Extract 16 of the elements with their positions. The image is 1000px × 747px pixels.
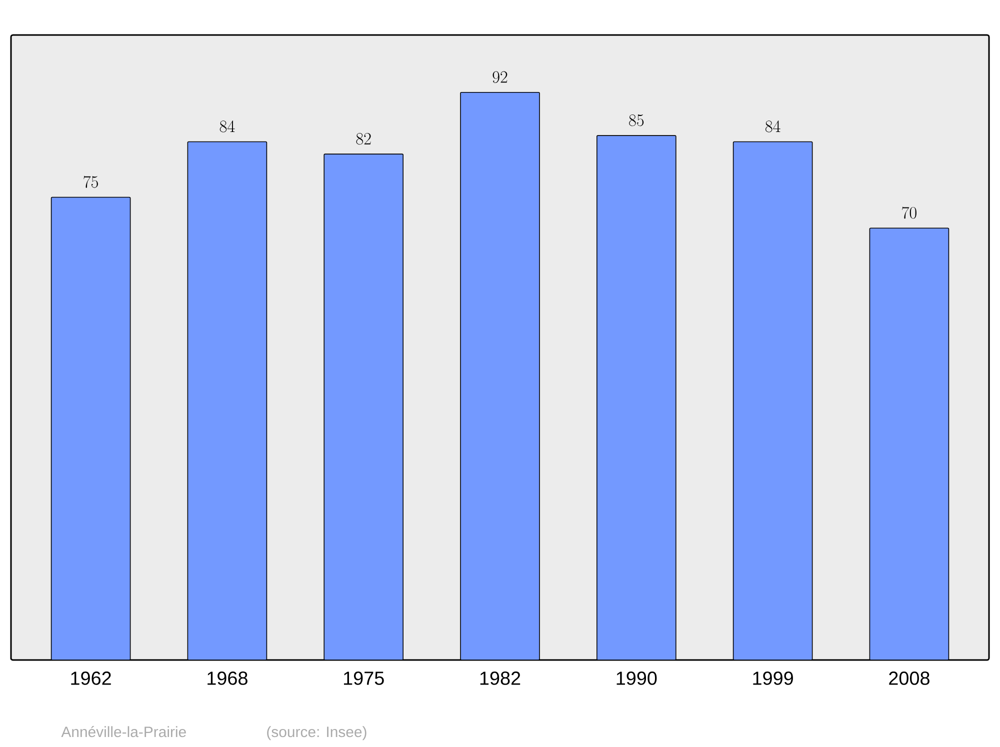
x-tick-label: 1968 [208, 672, 248, 685]
x-tick-label: 1990 [616, 672, 657, 685]
data-label: 75 [84, 176, 98, 188]
x-tick-label: 1962 [71, 672, 111, 685]
data-label: 70 [902, 206, 916, 219]
data-label: 82 [356, 132, 371, 145]
data-label: 92 [492, 71, 508, 83]
data-label: 85 [629, 114, 644, 126]
data-label: 84 [220, 120, 235, 132]
x-tick-label: 1999 [753, 672, 793, 685]
x-tick-label: 1982 [480, 672, 520, 685]
x-tick-label: 1975 [344, 672, 384, 685]
x-tick-label: 2008 [889, 672, 930, 685]
text: (source: Insee) [267, 726, 366, 740]
text: Annéville-la-Prairie [61, 726, 186, 738]
data-label: 84 [765, 120, 780, 132]
